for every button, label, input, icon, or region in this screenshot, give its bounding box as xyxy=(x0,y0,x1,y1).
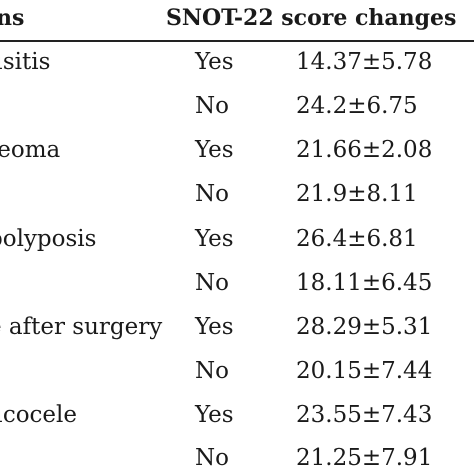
row-option: No xyxy=(195,358,229,384)
row-value: 24.2±6.75 xyxy=(296,93,418,119)
row-value: 21.25±7.91 xyxy=(296,445,433,471)
row-option: No xyxy=(195,181,229,207)
header-variable-label: ns xyxy=(0,5,25,31)
row-option: No xyxy=(195,93,229,119)
row-value: 20.15±7.44 xyxy=(296,358,433,384)
row-option: Yes xyxy=(195,402,234,428)
row-value: 21.66±2.08 xyxy=(296,137,433,163)
row-value: 28.29±5.31 xyxy=(296,314,433,340)
row-label: polyposis xyxy=(0,226,97,252)
header-score-changes: SNOT-22 score changes xyxy=(166,5,457,31)
row-value: 23.55±7.43 xyxy=(296,402,433,428)
row-option: Yes xyxy=(195,49,234,75)
header-rule xyxy=(0,40,474,42)
row-option: Yes xyxy=(195,226,234,252)
row-label: e after surgery xyxy=(0,314,163,340)
row-label: ucocele xyxy=(0,402,78,428)
row-value: 21.9±8.11 xyxy=(296,181,418,207)
row-value: 26.4±6.81 xyxy=(296,226,418,252)
row-option: Yes xyxy=(195,137,234,163)
row-value: 18.11±6.45 xyxy=(296,270,433,296)
row-option: Yes xyxy=(195,314,234,340)
row-value: 14.37±5.78 xyxy=(296,49,433,75)
row-label: teoma xyxy=(0,137,61,163)
row-option: No xyxy=(195,270,229,296)
row-option: No xyxy=(195,445,229,471)
row-label: usitis xyxy=(0,49,51,75)
